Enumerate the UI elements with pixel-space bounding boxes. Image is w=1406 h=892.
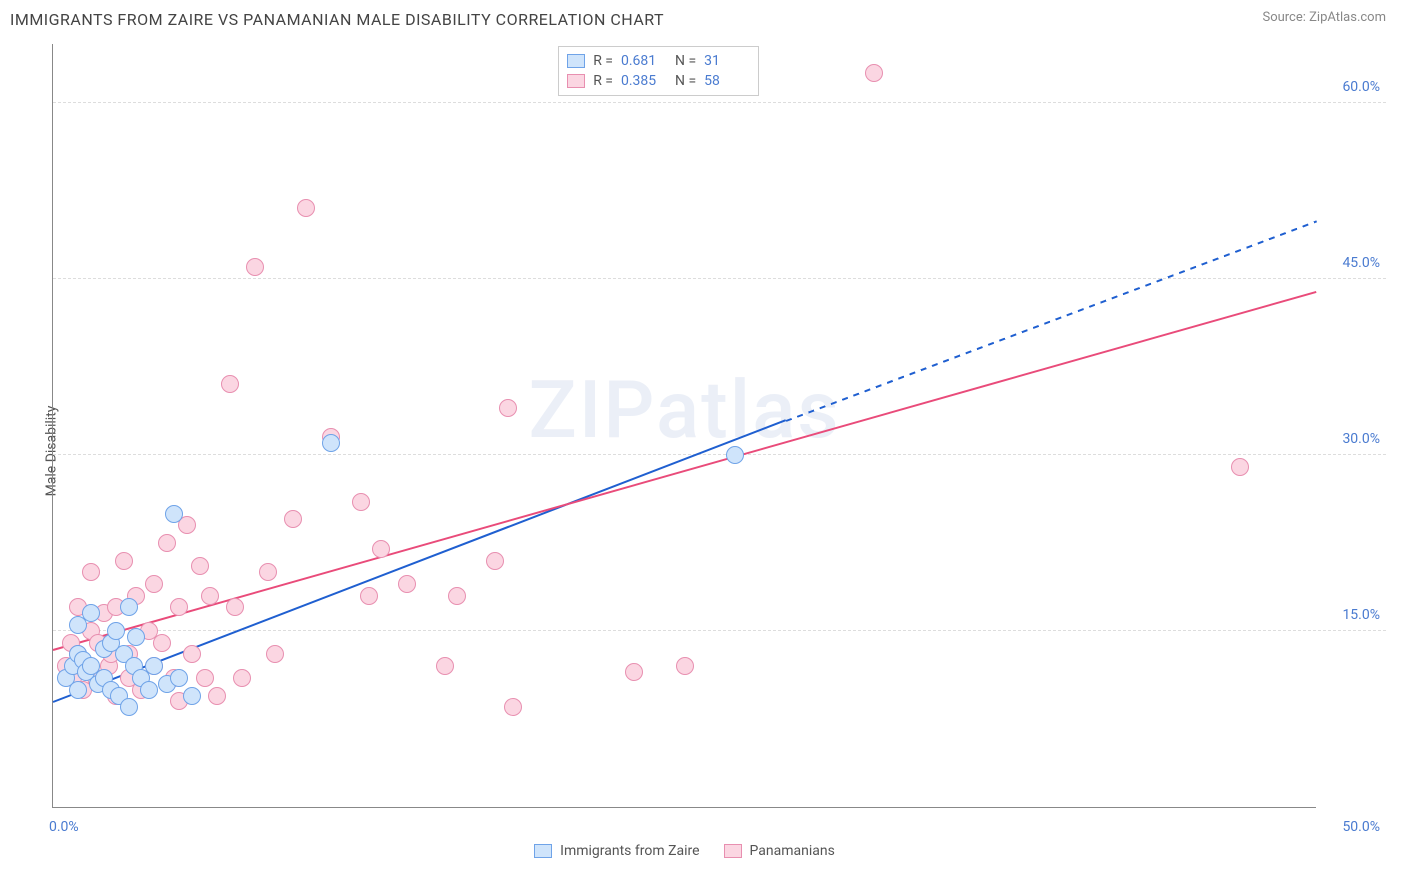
scatter-point-panamanians xyxy=(372,540,390,558)
scatter-point-panamanians xyxy=(865,64,883,82)
gridline xyxy=(53,102,1386,103)
legend-swatch-zaire xyxy=(567,54,585,68)
trend-line xyxy=(53,291,1317,651)
legend-swatch-zaire xyxy=(534,844,552,858)
scatter-point-panamanians xyxy=(191,557,209,575)
scatter-point-zaire xyxy=(69,681,87,699)
scatter-point-zaire xyxy=(107,622,125,640)
scatter-point-panamanians xyxy=(221,375,239,393)
legend-label-zaire: Immigrants from Zaire xyxy=(560,843,699,859)
gridline xyxy=(53,630,1386,631)
r-value-zaire: 0.681 xyxy=(621,53,667,69)
legend-item-panamanians: Panamanians xyxy=(724,843,835,859)
legend-swatch-panamanians xyxy=(567,74,585,88)
scatter-point-zaire xyxy=(322,434,340,452)
scatter-point-panamanians xyxy=(1231,458,1249,476)
r-label: R = xyxy=(593,53,613,69)
r-label: R = xyxy=(593,73,613,89)
n-value-zaire: 31 xyxy=(704,53,750,69)
scatter-point-panamanians xyxy=(183,645,201,663)
scatter-point-panamanians xyxy=(676,657,694,675)
chart-title: IMMIGRANTS FROM ZAIRE VS PANAMANIAN MALE… xyxy=(10,10,664,29)
scatter-point-panamanians xyxy=(436,657,454,675)
scatter-point-zaire xyxy=(120,698,138,716)
chart-container: Male Disability ZIPatlas R = 0.681 N = 3… xyxy=(10,40,1386,862)
scatter-point-panamanians xyxy=(499,399,517,417)
scatter-point-panamanians xyxy=(398,575,416,593)
legend-row-panamanians: R = 0.385 N = 58 xyxy=(567,71,750,91)
gridline xyxy=(53,278,1386,279)
x-tick-label: 0.0% xyxy=(49,819,79,835)
r-value-panamanians: 0.385 xyxy=(621,73,667,89)
n-value-panamanians: 58 xyxy=(704,73,750,89)
scatter-point-panamanians xyxy=(360,587,378,605)
y-tick-label: 30.0% xyxy=(1342,431,1380,447)
gridline xyxy=(53,454,1386,455)
scatter-point-panamanians xyxy=(284,510,302,528)
scatter-point-zaire xyxy=(726,446,744,464)
scatter-point-panamanians xyxy=(226,598,244,616)
watermark-text: ZIPatlas xyxy=(529,363,841,457)
legend-row-zaire: R = 0.681 N = 31 xyxy=(567,51,750,71)
scatter-point-panamanians xyxy=(486,552,504,570)
scatter-point-panamanians xyxy=(352,493,370,511)
scatter-point-panamanians xyxy=(196,669,214,687)
scatter-point-zaire xyxy=(82,604,100,622)
scatter-point-panamanians xyxy=(153,634,171,652)
scatter-point-panamanians xyxy=(201,587,219,605)
scatter-plot: ZIPatlas R = 0.681 N = 31 R = 0.385 N = … xyxy=(52,44,1316,808)
x-tick-label: 50.0% xyxy=(1342,819,1380,835)
scatter-point-zaire xyxy=(170,669,188,687)
scatter-point-panamanians xyxy=(82,563,100,581)
scatter-point-zaire xyxy=(140,681,158,699)
y-tick-label: 45.0% xyxy=(1342,255,1380,271)
legend-label-panamanians: Panamanians xyxy=(750,843,835,859)
scatter-point-panamanians xyxy=(625,663,643,681)
y-tick-label: 15.0% xyxy=(1342,607,1380,623)
y-tick-label: 60.0% xyxy=(1342,79,1380,95)
scatter-point-panamanians xyxy=(158,534,176,552)
scatter-point-panamanians xyxy=(246,258,264,276)
scatter-point-panamanians xyxy=(504,698,522,716)
scatter-point-panamanians xyxy=(208,687,226,705)
scatter-point-panamanians xyxy=(297,199,315,217)
n-label: N = xyxy=(675,53,696,69)
scatter-point-panamanians xyxy=(115,552,133,570)
scatter-point-panamanians xyxy=(145,575,163,593)
scatter-point-zaire xyxy=(183,687,201,705)
scatter-point-zaire xyxy=(145,657,163,675)
n-label: N = xyxy=(675,73,696,89)
scatter-point-panamanians xyxy=(259,563,277,581)
correlation-legend: R = 0.681 N = 31 R = 0.385 N = 58 xyxy=(558,46,759,96)
scatter-point-panamanians xyxy=(266,645,284,663)
legend-item-zaire: Immigrants from Zaire xyxy=(534,843,699,859)
scatter-point-zaire xyxy=(120,598,138,616)
trend-line xyxy=(785,220,1316,421)
source-attribution: Source: ZipAtlas.com xyxy=(1262,10,1386,25)
scatter-point-zaire xyxy=(165,505,183,523)
scatter-point-panamanians xyxy=(233,669,251,687)
scatter-point-panamanians xyxy=(170,598,188,616)
series-legend: Immigrants from Zaire Panamanians xyxy=(53,843,1316,859)
legend-swatch-panamanians xyxy=(724,844,742,858)
scatter-point-zaire xyxy=(127,628,145,646)
scatter-point-panamanians xyxy=(448,587,466,605)
